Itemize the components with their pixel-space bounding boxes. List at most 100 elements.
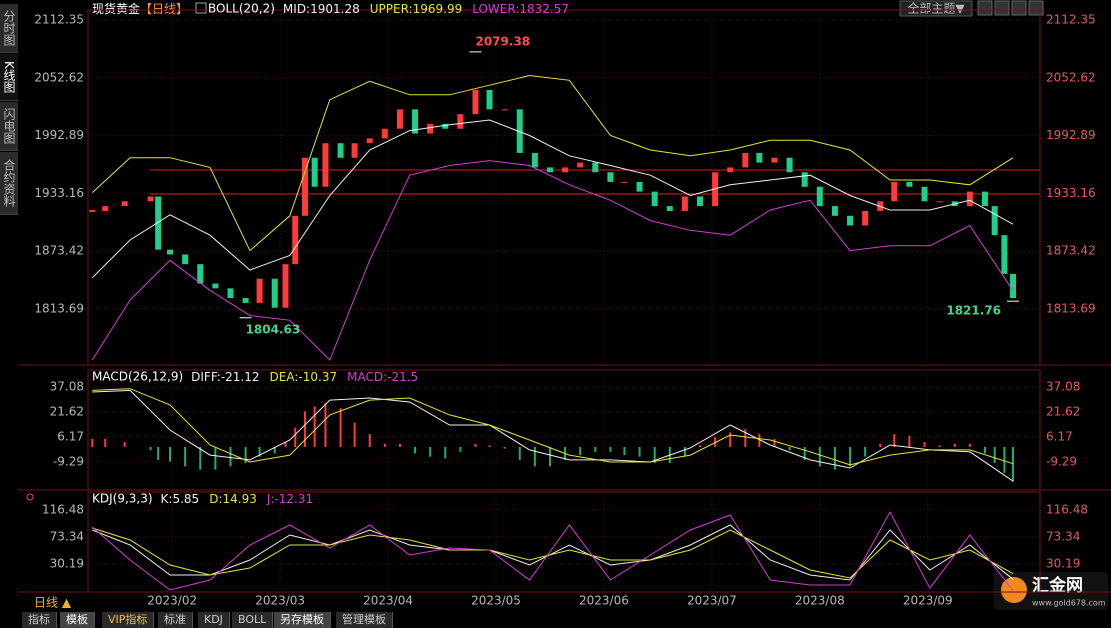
candle (831, 206, 838, 216)
footer-tab[interactable]: 模板 (60, 612, 95, 628)
series-line (91, 160, 1014, 361)
footer-tab[interactable]: VIP指标 (102, 612, 155, 628)
side-tab[interactable]: 闪电图 (0, 102, 18, 151)
candle (1010, 273, 1017, 299)
candle (427, 123, 434, 134)
logo-name: 汇金网 (1032, 575, 1083, 596)
x-tick-label: 2023/09 (903, 594, 953, 608)
candle (182, 254, 189, 265)
legend-name: D: (209, 492, 222, 506)
candle (167, 249, 174, 255)
candle (786, 157, 793, 173)
candle (666, 206, 673, 211)
legend-value: 5.85 (172, 492, 199, 506)
y-tick-label: 73.34 (50, 529, 84, 543)
logo-url: www.gold678.com (1032, 599, 1106, 608)
footer-tab[interactable]: 管理模板 (336, 612, 393, 628)
candle (651, 191, 658, 207)
y-tick-label: 1933.16 (1046, 186, 1096, 200)
side-tab[interactable]: 分时图 (0, 4, 18, 53)
y-tick-label: 73.34 (1046, 529, 1080, 543)
y-tick-label: 30.19 (1046, 557, 1080, 571)
chart: 现货黄金【日线】 全部主题▼ 日线 ▲ 汇金网 www.gold678.com … (18, 0, 1111, 612)
y-tick-label: 37.08 (50, 379, 84, 393)
x-tick-label: 2023/02 (147, 594, 197, 608)
x-tick-label: 2023/04 (363, 594, 413, 608)
candle (227, 288, 234, 299)
candle (242, 298, 249, 303)
side-tab[interactable]: K线图 (0, 54, 18, 101)
series-line (92, 388, 1014, 466)
candle (89, 209, 96, 212)
icon[interactable] (977, 0, 993, 16)
y-tick-label: 2052.62 (34, 70, 84, 84)
candle (322, 143, 329, 187)
footer-tab[interactable]: 指标 (22, 612, 57, 628)
footer-tab[interactable]: BOLL (232, 612, 274, 628)
y-tick-label: 30.19 (50, 557, 84, 571)
settings-dot[interactable] (26, 493, 34, 501)
candle (607, 172, 614, 182)
icon[interactable] (1028, 0, 1044, 16)
candle (501, 109, 508, 111)
extreme-label: 2079.38 (475, 34, 530, 48)
candle (771, 157, 778, 163)
candle (727, 167, 734, 173)
period: 【日线】 (140, 2, 188, 16)
candle (147, 196, 154, 202)
legend-entry: MID:1901.28 (283, 2, 360, 16)
candle (592, 162, 599, 173)
candle (981, 191, 988, 207)
footer-tab[interactable]: 另存模板 (274, 612, 331, 628)
y-tick-label: 6.17 (1046, 429, 1073, 443)
icon[interactable] (1011, 0, 1027, 16)
y-tick-label: 21.62 (1046, 405, 1080, 419)
candle (742, 152, 749, 168)
icon[interactable] (994, 0, 1010, 16)
indicator-label: BOLL(20,2) (208, 2, 275, 16)
y-tick-label: 1992.89 (1046, 128, 1096, 142)
candle (457, 114, 464, 129)
legend-name: J: (266, 492, 275, 506)
y-tick-label: 116.48 (42, 502, 84, 516)
candle (472, 90, 479, 115)
candle (966, 191, 973, 207)
footer-tab[interactable]: KDJ (198, 612, 230, 628)
candle (562, 167, 569, 173)
theme-button[interactable] (899, 0, 973, 17)
series-line (91, 74, 1014, 252)
y-tick-label: -9.29 (1046, 455, 1077, 469)
candle (921, 186, 928, 202)
x-tick-label: 2023/05 (471, 594, 521, 608)
legend-value: -21.5 (387, 370, 418, 384)
side-tab[interactable]: 合约资料 (0, 152, 18, 215)
candle (516, 109, 523, 153)
legend-entry: UPPER:1969.99 (370, 2, 462, 16)
candle (301, 157, 308, 216)
candle (681, 196, 688, 211)
footer-tab[interactable]: 标准 (158, 612, 193, 628)
legend-name: K: (161, 492, 173, 506)
theme-button-label[interactable]: 全部主题▼ (907, 1, 965, 16)
legend-value: -12.31 (274, 492, 313, 506)
x-tick-label: 2023/08 (795, 594, 845, 608)
legend-name: MACD: (347, 370, 387, 384)
candle (906, 181, 913, 187)
candle (636, 181, 643, 192)
indicator-icon (195, 2, 207, 14)
extreme-label: 1804.63 (246, 322, 301, 336)
panel-frame (87, 491, 1041, 593)
legend-name: DEA: (270, 370, 299, 384)
candle (531, 152, 538, 168)
chart-title: 现货黄金【日线】 (92, 1, 188, 16)
candle (212, 283, 219, 289)
legend-entry: DEA:-10.37 (270, 370, 338, 384)
y-tick-label: 6.17 (57, 429, 84, 443)
y-tick-label: 1813.69 (1046, 302, 1096, 316)
period-label[interactable]: 日线 ▲ (34, 596, 72, 610)
y-tick-label: 37.08 (1046, 379, 1080, 393)
candle (337, 143, 344, 158)
candle (862, 210, 869, 226)
candle (1001, 235, 1008, 274)
indicator-label: MACD(26,12,9) (92, 370, 183, 384)
